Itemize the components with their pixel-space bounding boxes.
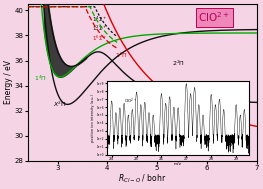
Text: $1^6\Pi$: $1^6\Pi$ — [115, 51, 128, 60]
Text: ClO$^{2+}$: ClO$^{2+}$ — [199, 10, 230, 24]
Y-axis label: Energy / eV: Energy / eV — [4, 60, 13, 105]
Text: $1^2\Sigma^+$: $1^2\Sigma^+$ — [92, 24, 108, 33]
X-axis label: $R_{Cl-O}$ / bohr: $R_{Cl-O}$ / bohr — [118, 172, 166, 185]
Text: $2^2\Pi$: $2^2\Pi$ — [172, 58, 185, 68]
Text: $1^4\Sigma^+$: $1^4\Sigma^+$ — [92, 15, 108, 25]
Text: $1^6\Sigma^+$: $1^6\Sigma^+$ — [92, 34, 108, 43]
Text: $X^2\Pi$: $X^2\Pi$ — [53, 100, 67, 109]
Text: $1^4\Pi$: $1^4\Pi$ — [34, 74, 47, 83]
